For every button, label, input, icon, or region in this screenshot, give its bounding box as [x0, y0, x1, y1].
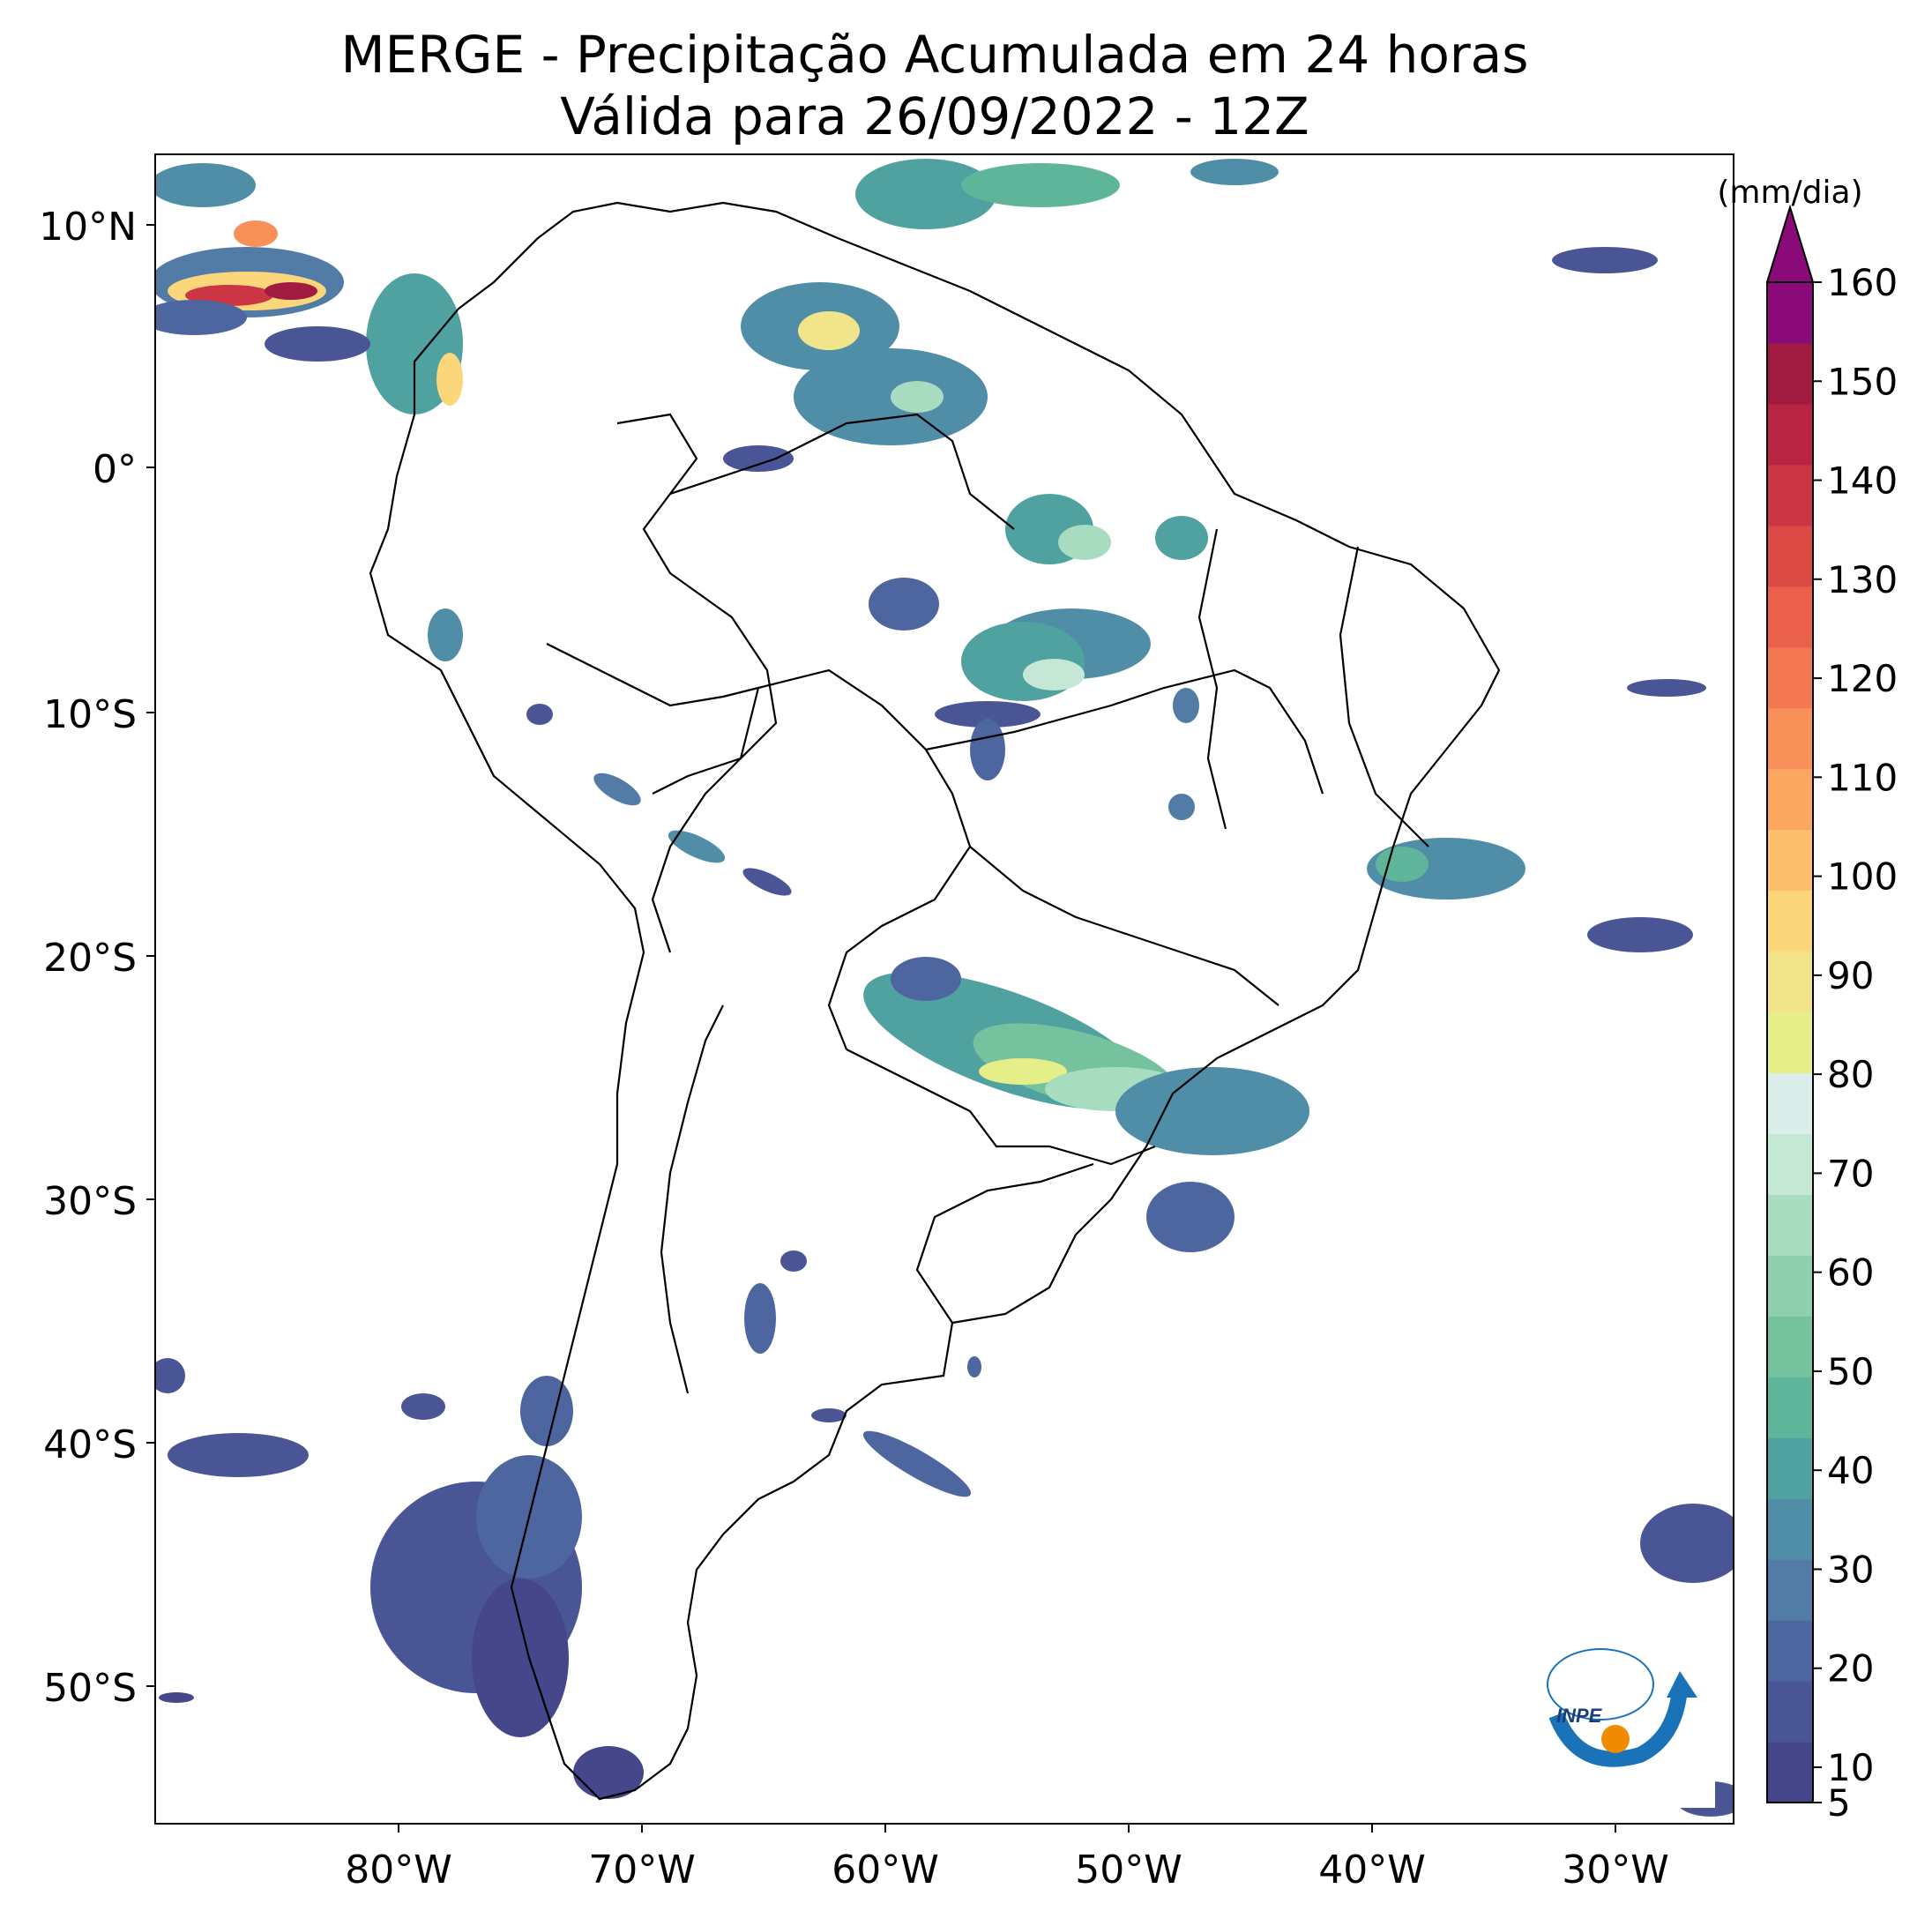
colorbar-segment — [1767, 1072, 1813, 1135]
colorbar-frame — [1766, 281, 1814, 1803]
colorbar-segment — [1767, 890, 1813, 952]
colorbar-segment — [1767, 829, 1813, 892]
colorbar-tick-label: 20 — [1827, 1647, 1874, 1691]
colorbar-tick-label: 5 — [1827, 1781, 1851, 1825]
colorbar-segment — [1767, 951, 1813, 1013]
logo-orbit — [1547, 1648, 1654, 1721]
lat-label-30s: 30°S — [43, 1179, 137, 1224]
colorbar-segment — [1767, 282, 1813, 344]
lat-label-20s: 20°S — [43, 936, 137, 981]
colorbar-segment — [1767, 403, 1813, 466]
colorbar-tick-label: 140 — [1827, 459, 1898, 503]
colorbar-segment — [1767, 1011, 1813, 1074]
colorbar-segment — [1767, 1620, 1813, 1682]
lat-label-10n: 10°N — [39, 205, 137, 250]
colorbar-tick-label: 40 — [1827, 1449, 1874, 1492]
colorbar-tick-label: 70 — [1827, 1152, 1874, 1195]
colorbar-segment — [1767, 586, 1813, 648]
map-frame — [154, 153, 1734, 1825]
colorbar-ticks: 510 20 30 40 50 60 70 80 90 100 110 120 130 140 150 160 — [1813, 261, 1898, 1825]
colorbar-tick-label: 90 — [1827, 954, 1874, 997]
precipitation-field — [155, 159, 1734, 1817]
longitude-axis: 80°W 70°W 60°W 50°W 40°W 30°W — [345, 1824, 1669, 1892]
colorbar-segment — [1767, 1133, 1813, 1195]
lon-label-40w: 40°W — [1318, 1848, 1426, 1892]
lon-label-70w: 70°W — [588, 1848, 696, 1892]
colorbar-segment — [1767, 1559, 1813, 1621]
logo-swoosh — [1548, 1687, 1688, 1767]
colorbar-extend-arrow — [1765, 204, 1815, 283]
lat-label-0: 0° — [93, 447, 137, 492]
colorbar-segment — [1767, 1377, 1813, 1438]
colorbar-segment — [1767, 1194, 1813, 1256]
colorbar-tick-label: 160 — [1827, 261, 1898, 304]
lon-label-50w: 50°W — [1075, 1848, 1182, 1892]
logo-sun-icon — [1601, 1725, 1630, 1753]
latitude-axis: 10°N 0° 10°S 20°S 30°S 40°S 50°S — [39, 205, 155, 1711]
logo-arrow-icon — [1667, 1671, 1697, 1698]
map-subtitle: Válida para 26/09/2022 - 12Z — [560, 86, 1309, 146]
colorbar-segment — [1767, 1437, 1813, 1499]
colorbar-tick-label: 130 — [1827, 558, 1898, 601]
colorbar-segment — [1767, 1681, 1813, 1743]
colorbar-segment — [1767, 1742, 1813, 1803]
colorbar-tick-label: 100 — [1827, 855, 1898, 899]
lon-label-30w: 30°W — [1562, 1848, 1669, 1892]
lat-label-50s: 50°S — [43, 1666, 137, 1711]
colorbar-segments — [1767, 282, 1813, 1803]
colorbar: (mm/dia) 5102030405060708090100110120130… — [1717, 175, 1898, 1825]
colorbar-tick-label: 30 — [1827, 1548, 1874, 1591]
colorbar-tick-label: 150 — [1827, 360, 1898, 403]
colorbar-tick-label: 60 — [1827, 1251, 1874, 1295]
lat-label-40s: 40°S — [43, 1422, 137, 1467]
colorbar-segment — [1767, 707, 1813, 770]
colorbar-segment — [1767, 646, 1813, 709]
colorbar-segment — [1767, 342, 1813, 405]
colorbar-segment — [1767, 464, 1813, 526]
colorbar-tick-label: 50 — [1827, 1350, 1874, 1393]
colorbar-segment — [1767, 1316, 1813, 1377]
inpe-logo: INPE — [1530, 1623, 1715, 1808]
colorbar-segment — [1767, 1255, 1813, 1317]
colorbar-segment — [1767, 525, 1813, 587]
colorbar-segment — [1767, 1498, 1813, 1560]
logo-text: INPE — [1556, 1705, 1603, 1727]
lat-label-10s: 10°S — [43, 692, 137, 737]
colorbar-segment — [1767, 768, 1813, 831]
colorbar-tick-label: 120 — [1827, 657, 1898, 700]
colorbar-tick-label: 10 — [1827, 1746, 1874, 1789]
country-borders — [369, 201, 1501, 1801]
lon-label-60w: 60°W — [832, 1848, 939, 1892]
colorbar-tick-label: 80 — [1827, 1053, 1874, 1096]
colorbar-tick-label: 110 — [1827, 756, 1898, 799]
map-title: MERGE - Precipitação Acumulada em 24 hor… — [340, 25, 1529, 85]
lon-label-80w: 80°W — [345, 1848, 452, 1892]
